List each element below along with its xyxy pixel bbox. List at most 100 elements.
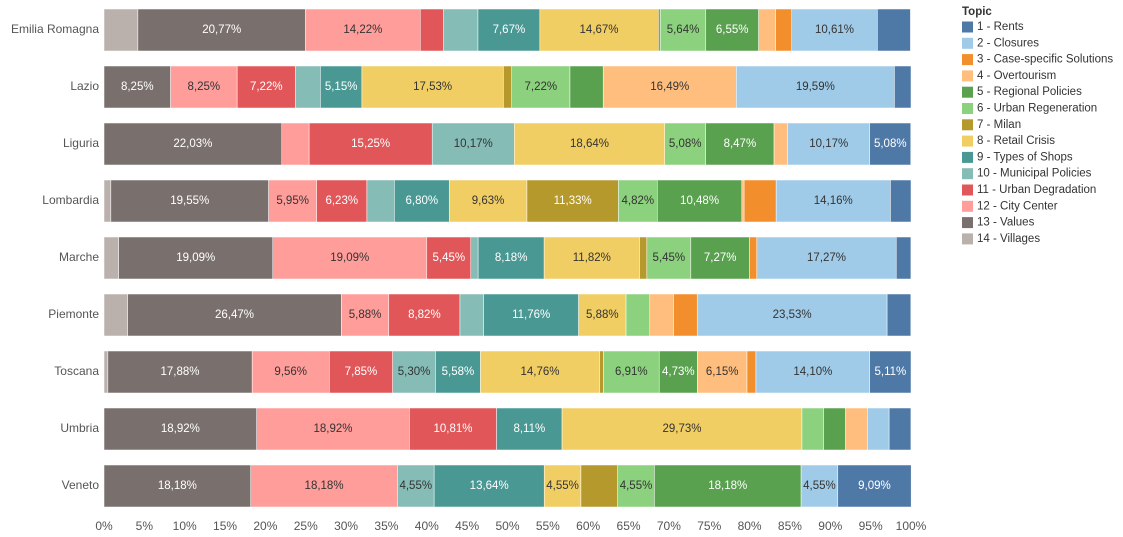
bar-segment: [127, 293, 342, 337]
y-tick-label: Marche: [59, 250, 99, 264]
bar-segment: [787, 122, 871, 166]
data-label: 8,82%: [408, 309, 441, 321]
legend-swatch: [962, 119, 973, 131]
data-label: 7,67%: [493, 24, 526, 36]
data-label: 5,30%: [398, 366, 431, 378]
bar-segment: [561, 407, 803, 451]
data-label: 10,81%: [433, 423, 472, 435]
bar-segment: [295, 65, 321, 109]
bar-segment: [514, 122, 665, 166]
bar-segment: [755, 350, 871, 394]
x-tick-label: 30%: [334, 519, 358, 533]
bar-segment: [477, 236, 545, 280]
data-label: 4,82%: [622, 195, 655, 207]
data-label: 7,85%: [345, 366, 378, 378]
data-label: 11,82%: [573, 252, 611, 264]
bar-segment: [705, 122, 775, 166]
legend-label: 6 - Urban Regeneration: [977, 103, 1097, 115]
x-tick-label: 80%: [738, 519, 762, 533]
legend-label: 12 - City Center: [977, 200, 1058, 212]
legend-label: 14 - Villages: [977, 233, 1040, 245]
bar-segment: [617, 464, 655, 508]
bar-segment: [477, 8, 541, 52]
data-label: 11,33%: [554, 195, 592, 207]
data-label: 18,92%: [314, 423, 353, 435]
legend-swatch: [962, 200, 973, 212]
x-tick-label: 60%: [576, 519, 600, 533]
data-label: 5,08%: [669, 138, 702, 150]
x-tick-label: 15%: [213, 519, 237, 533]
y-tick-label: Umbria: [60, 421, 99, 435]
bar-segment: [773, 122, 788, 166]
data-label: 4,55%: [546, 480, 579, 492]
data-label: 22,03%: [173, 138, 212, 150]
bar-segment: [103, 8, 139, 52]
bar-segment: [888, 407, 912, 451]
bar-segment: [103, 236, 119, 280]
legend-label: 2 - Closures: [977, 37, 1039, 49]
data-label: 7,27%: [704, 252, 737, 264]
data-label: 5,11%: [874, 366, 906, 378]
data-label: 11,76%: [512, 309, 550, 321]
legend-title: Topic: [962, 6, 992, 18]
data-label: 5,58%: [442, 366, 475, 378]
bar-segment: [775, 8, 792, 52]
data-label: 13,64%: [470, 480, 509, 492]
legend-swatch: [962, 184, 973, 196]
data-label: 17,53%: [413, 81, 452, 93]
legend-swatch: [962, 217, 973, 229]
data-label: 29,73%: [663, 423, 702, 435]
bar-segment: [741, 179, 745, 223]
bar-segment: [420, 8, 444, 52]
legend-label: 8 - Retail Crisis: [977, 135, 1055, 147]
bar-segment: [569, 65, 604, 109]
bar-segment: [886, 293, 912, 337]
y-tick-label: Lombardia: [42, 193, 99, 207]
data-label: 9,63%: [472, 195, 505, 207]
bar-segment: [837, 464, 912, 508]
data-label: 4,55%: [399, 480, 432, 492]
data-label: 4,55%: [803, 480, 836, 492]
bar-segment: [823, 407, 846, 451]
bar-segment: [137, 8, 306, 52]
x-tick-label: 50%: [495, 519, 519, 533]
data-label: 5,15%: [325, 81, 358, 93]
bar-segment: [580, 464, 618, 508]
bar-segment: [539, 8, 659, 52]
data-label: 8,25%: [121, 81, 154, 93]
x-tick-label: 90%: [818, 519, 842, 533]
x-tick-label: 55%: [536, 519, 560, 533]
bar-segment: [743, 179, 777, 223]
bar-segment: [409, 407, 497, 451]
data-label: 14,76%: [521, 366, 560, 378]
x-tick-label: 75%: [697, 519, 721, 533]
bar-segment: [625, 293, 651, 337]
x-tick-label: 95%: [859, 519, 883, 533]
legend-label: 13 - Values: [977, 217, 1035, 229]
bar-segment: [639, 236, 648, 280]
data-label: 23,53%: [773, 309, 812, 321]
data-label: 5,64%: [667, 24, 700, 36]
bar-segment: [657, 179, 743, 223]
data-label: 20,77%: [202, 24, 241, 36]
bar-segment: [281, 122, 310, 166]
data-label: 5,95%: [276, 195, 309, 207]
bar-segment: [496, 407, 563, 451]
legend-swatch: [962, 168, 973, 180]
bar-segment: [503, 65, 512, 109]
bar-segment: [308, 122, 433, 166]
x-tick-label: 45%: [455, 519, 479, 533]
bar-segment: [543, 236, 640, 280]
x-tick-label: 85%: [778, 519, 802, 533]
legend-label: 4 - Overtourism: [977, 70, 1056, 82]
data-label: 19,59%: [796, 81, 835, 93]
y-tick-label: Lazio: [70, 79, 99, 93]
x-tick-label: 0%: [95, 519, 113, 533]
bar-segment: [660, 8, 707, 52]
bar-segment: [392, 350, 436, 394]
data-label: 8,18%: [495, 252, 528, 264]
data-label: 10,61%: [815, 24, 854, 36]
bar-segment: [736, 65, 895, 109]
bar-segment: [895, 236, 912, 280]
